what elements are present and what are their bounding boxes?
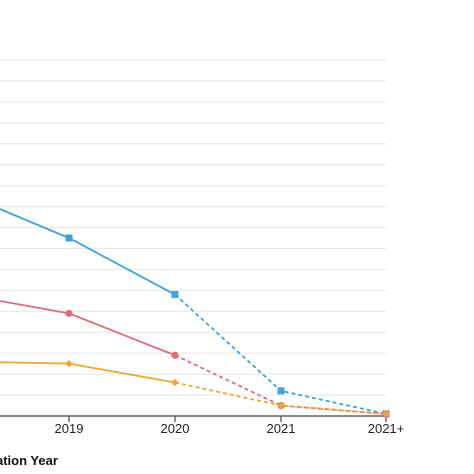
series-2	[0, 300, 390, 418]
series-3	[0, 360, 390, 418]
series-line-dashed	[174, 293, 387, 415]
series-line-solid	[0, 361, 176, 384]
series-line-solid	[0, 300, 176, 357]
data-point	[65, 360, 73, 368]
data-point	[171, 351, 179, 359]
series-line-dashed	[174, 381, 387, 415]
data-point	[382, 410, 390, 418]
gridlines	[0, 59, 386, 396]
x-axis-title: ation Year	[0, 453, 58, 468]
data-point	[65, 234, 73, 242]
data-point	[277, 387, 285, 395]
data-point	[171, 291, 179, 299]
x-axis-ticks: 2019 2020 2021 2021+	[55, 416, 405, 436]
series-line-solid	[0, 208, 176, 296]
x-tick-label: 2021	[267, 421, 296, 436]
data-point	[171, 378, 179, 387]
x-tick-label: 2020	[161, 421, 190, 436]
data-point	[65, 309, 73, 317]
x-tick-label: 2019	[55, 421, 84, 436]
data-point	[277, 401, 285, 410]
x-tick-label: 2021+	[368, 421, 405, 436]
series-layer	[0, 208, 390, 418]
